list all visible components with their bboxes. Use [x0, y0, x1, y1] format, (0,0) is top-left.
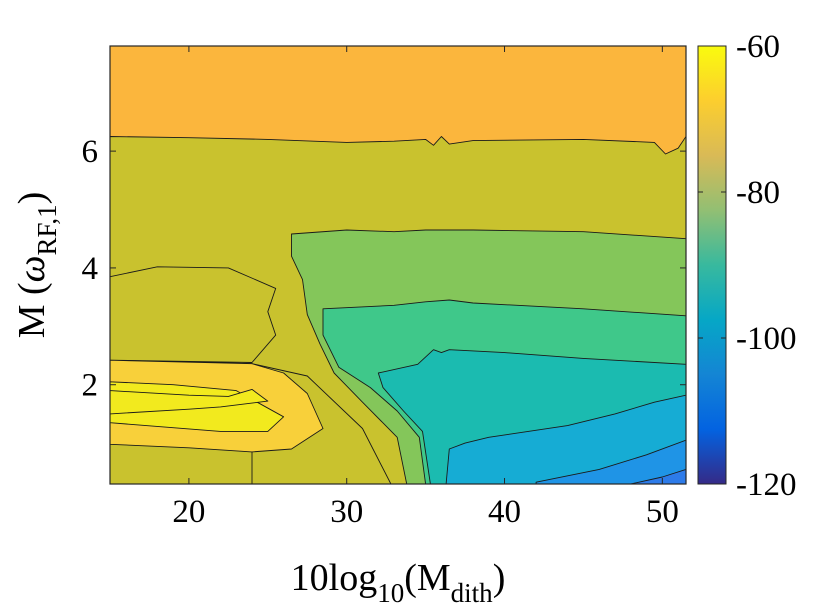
- plot-frame: [109, 45, 687, 485]
- y-axis-label: M (ωRF,1): [11, 192, 62, 339]
- x-tick-label-30: 30: [330, 494, 363, 530]
- plot-area: 20 30 40 50 2 4 6: [82, 45, 687, 530]
- colorbar-tick-label--100: -100: [736, 321, 797, 357]
- colorbar: -60 -80 -100 -120: [697, 29, 797, 503]
- contour-region--105-6: [535, 439, 686, 484]
- x-axis-ticks: 20 30 40 50: [172, 46, 679, 530]
- colorbar-tick-label--80: -80: [736, 175, 780, 211]
- colorbar-gradient: [697, 45, 727, 485]
- x-axis-label: 10log10(Mdith): [291, 557, 506, 608]
- contour-region--65-10: [110, 388, 269, 415]
- contour-regions: [110, 46, 686, 484]
- colorbar-tick-label--60: -60: [736, 29, 780, 65]
- colorbar-ticks: -60 -80 -100 -120: [698, 29, 797, 503]
- y-tick-label-6: 6: [82, 134, 99, 170]
- colorbar-tick-label--120: -120: [736, 467, 797, 503]
- y-tick-label-2: 2: [82, 368, 99, 404]
- y-axis-ticks: 2 4 6: [82, 134, 686, 404]
- y-tick-label-4: 4: [82, 251, 99, 287]
- x-tick-label-50: 50: [646, 494, 679, 530]
- x-tick-label-40: 40: [488, 494, 521, 530]
- x-tick-label-20: 20: [172, 494, 205, 530]
- contour-region--110-7: [630, 468, 686, 484]
